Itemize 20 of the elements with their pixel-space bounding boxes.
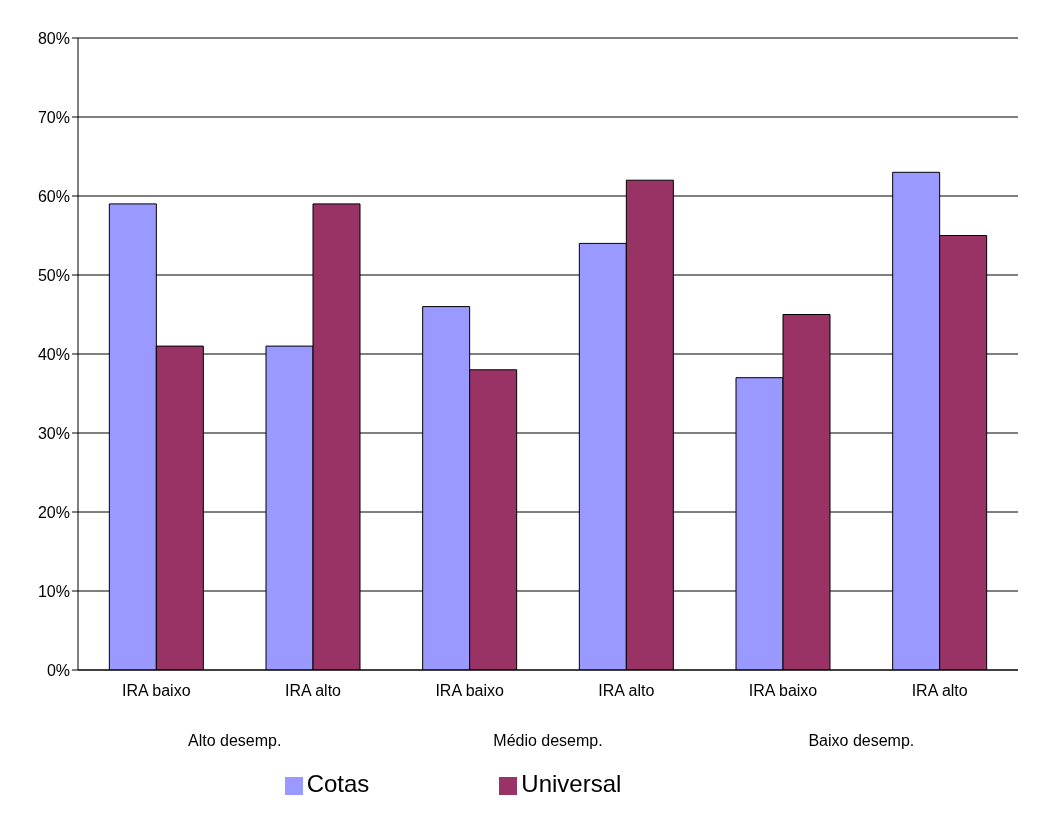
text: Baixo desemp. (808, 732, 915, 749)
y-tick-label: 80% (37, 29, 70, 47)
y-tick-label: 40% (37, 345, 70, 363)
y-tick-label: 10% (37, 582, 70, 600)
x-tick-label: IRA alto (284, 682, 342, 699)
legend-label: Universal (521, 770, 622, 797)
y-tick-label: 0% (46, 661, 70, 679)
y-tick-label: 50% (37, 266, 70, 284)
x-tick-label: IRA alto (598, 682, 655, 699)
y-tick-label: 60% (37, 187, 70, 205)
text: Alto desemp. (187, 732, 282, 749)
y-tick-label: 70% (37, 108, 70, 126)
y-tick-label: 20% (37, 503, 70, 521)
x-tick-label: IRA baixo (435, 682, 505, 699)
x-tick-label: IRA baixo (748, 682, 818, 699)
x-tick-label: IRA baixo (122, 682, 191, 699)
text: Médio desemp. (493, 732, 603, 749)
legend-label: Cotas (306, 770, 370, 797)
x-tick-label: IRA alto (911, 682, 968, 699)
y-tick-label: 30% (37, 424, 70, 442)
